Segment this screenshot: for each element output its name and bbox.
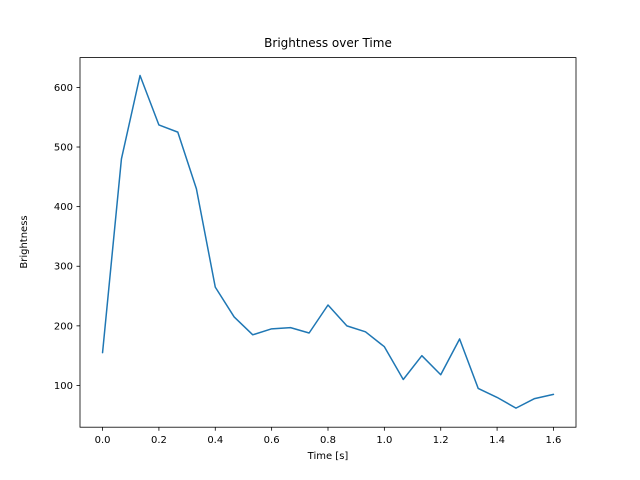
x-tick-label: 1.4: [489, 435, 505, 446]
x-tick-label: 0.4: [207, 435, 223, 446]
y-tick-label: 500: [54, 143, 73, 154]
y-tick-label: 400: [54, 202, 73, 213]
x-tick-label: 0.0: [95, 435, 111, 446]
y-tick-label: 300: [54, 262, 73, 273]
x-tick-label: 1.2: [433, 435, 449, 446]
y-tick-label: 100: [54, 381, 73, 392]
x-tick-label: 0.6: [264, 435, 280, 446]
x-axis-label: Time [s]: [307, 451, 349, 462]
plot-area: 0.0 0.2 0.4 0.6 0.8 1.0 1.2 1.4 1.6 100 200 300 400 5…: [54, 57, 577, 446]
y-tick-label: 200: [54, 321, 73, 332]
x-tick-label: 1.0: [376, 435, 392, 446]
x-tick-label: 0.8: [320, 435, 336, 446]
x-tick-label: 0.2: [151, 435, 167, 446]
x-tick-label: 1.6: [546, 435, 562, 446]
chart-title: Brightness over Time: [264, 36, 392, 50]
y-axis-label: Brightness: [19, 215, 30, 268]
brightness-series-line: [101, 74, 555, 409]
y-tick-label: 600: [54, 83, 73, 94]
